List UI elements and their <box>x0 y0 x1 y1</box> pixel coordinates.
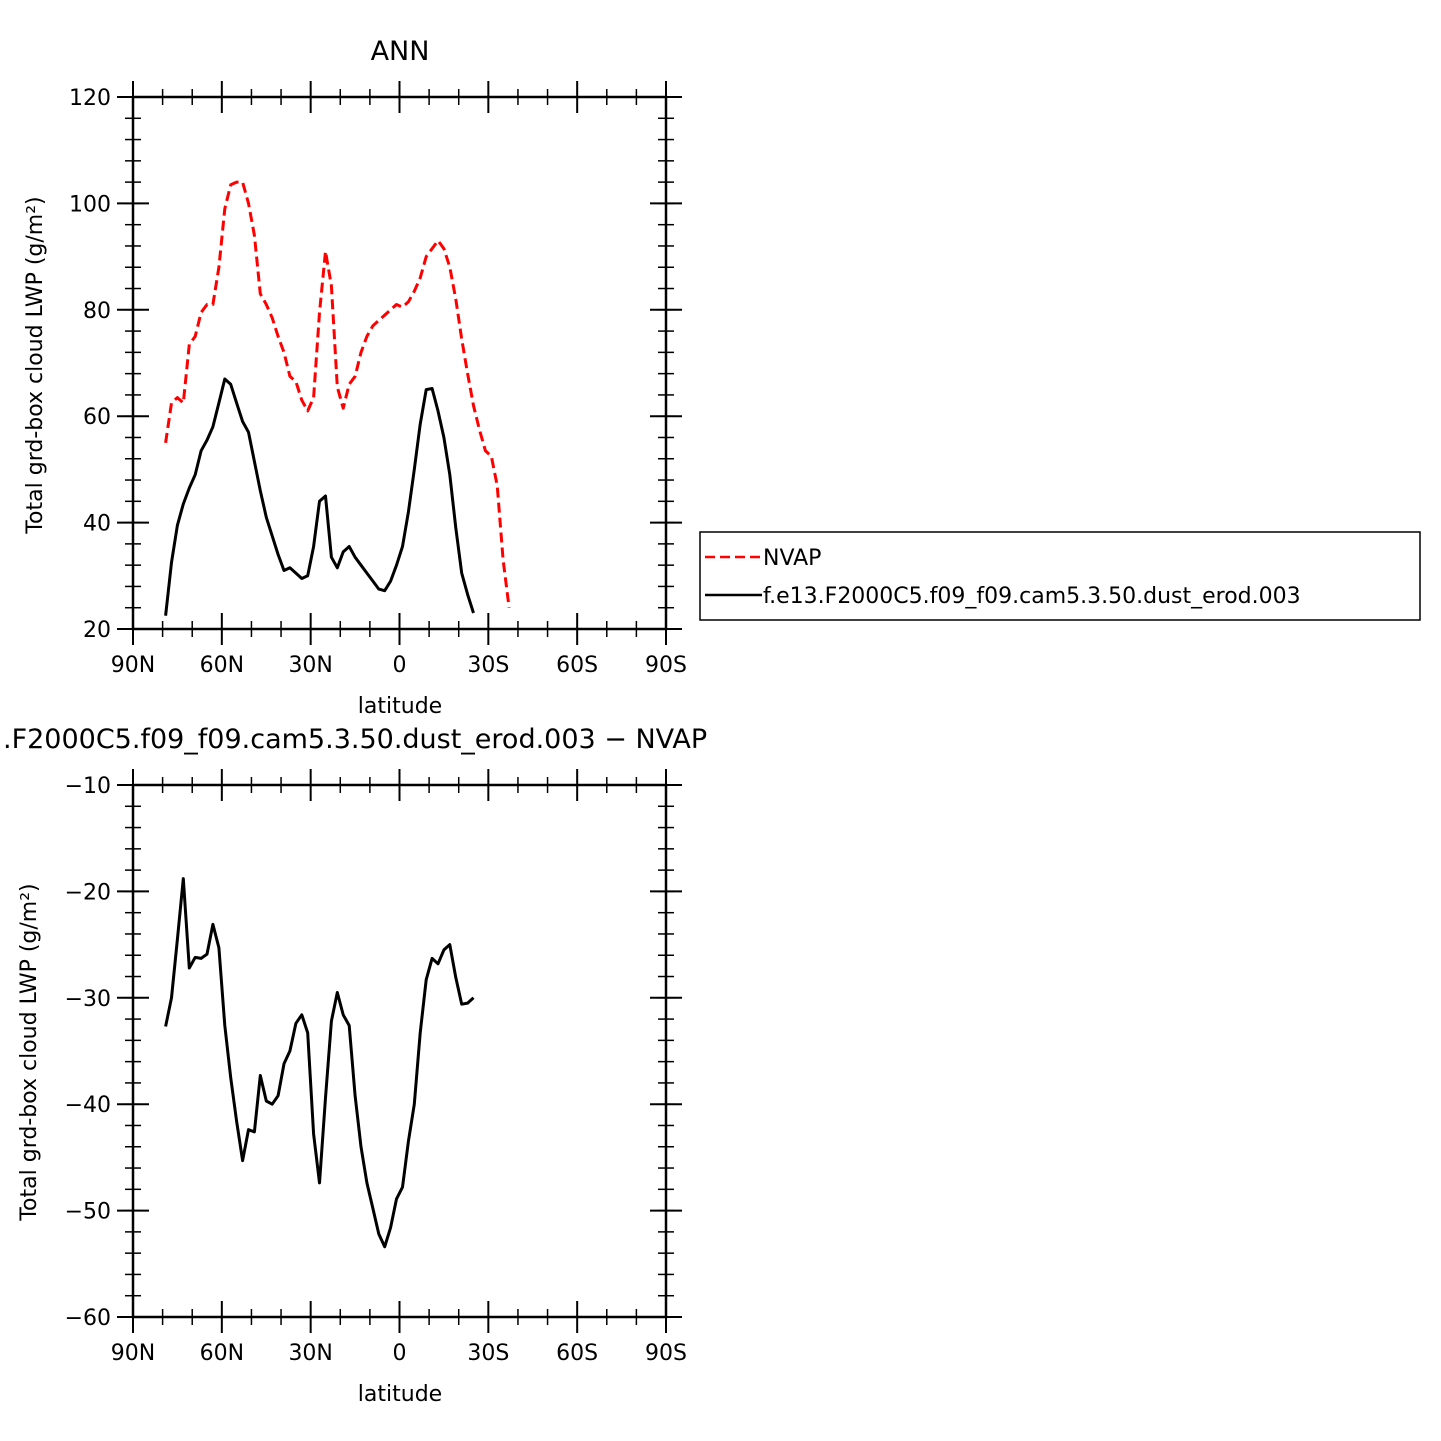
ytick-label: 40 <box>83 512 111 537</box>
ytick-label: 60 <box>83 405 111 430</box>
bottom-panel: .F2000C5.f09_f09.cam5.3.50.dust_erod.003… <box>3 724 707 1407</box>
xtick-label: 0 <box>393 653 407 678</box>
bottom-panel-title: .F2000C5.f09_f09.cam5.3.50.dust_erod.003… <box>3 724 707 755</box>
ytick-label: −50 <box>65 1200 111 1225</box>
xtick-label: 0 <box>393 1341 407 1366</box>
ytick-label: 120 <box>69 86 111 111</box>
ytick-label: −10 <box>65 774 111 799</box>
bottom-panel-frame <box>131 783 668 1319</box>
xtick-label: 90N <box>111 653 155 678</box>
bottom-panel-series <box>164 877 475 1249</box>
top-panel-frame <box>131 95 668 631</box>
bottom-panel-xlabel: latitude <box>358 1382 442 1407</box>
ytick-label: 20 <box>83 618 111 643</box>
ytick-label: −40 <box>65 1093 111 1118</box>
top-panel: ANN latitude Total grd-box cloud LWP (g/… <box>23 36 687 719</box>
top-panel-title: ANN <box>371 36 430 67</box>
top-panel-ylabel: Total grd-box cloud LWP (g/m²) <box>23 196 48 534</box>
xtick-label: 30S <box>467 1341 509 1366</box>
bottom-panel-ylabel: Total grd-box cloud LWP (g/m²) <box>17 883 42 1221</box>
top-panel-series <box>164 180 511 616</box>
xtick-label: 90S <box>645 1341 687 1366</box>
bottom-panel-ticks: −60 −50 −40 −30 −20 −10 90N 60N 30N 0 30S 60S 90S <box>65 769 687 1366</box>
xtick-label: 30N <box>288 1341 332 1366</box>
ytick-label: −60 <box>65 1306 111 1331</box>
xtick-label: 90S <box>645 653 687 678</box>
xtick-label: 60N <box>200 1341 244 1366</box>
legend-label-nvap: NVAP <box>763 546 821 571</box>
xtick-label: 90N <box>111 1341 155 1366</box>
series-line-nvap <box>164 180 511 608</box>
top-panel-xlabel: latitude <box>358 694 442 719</box>
xtick-label: 60N <box>200 653 244 678</box>
legend: NVAP f.e13.F2000C5.f09_f09.cam5.3.50.dus… <box>699 531 1421 621</box>
series-line-model <box>164 877 475 1249</box>
xtick-label: 30N <box>288 653 332 678</box>
series-line-model <box>164 377 475 616</box>
ytick-label: 100 <box>69 192 111 217</box>
xtick-label: 30S <box>467 653 509 678</box>
ytick-label: 80 <box>83 299 111 324</box>
legend-box <box>699 531 1421 621</box>
ytick-label: −30 <box>65 987 111 1012</box>
xtick-label: 60S <box>556 1341 598 1366</box>
xtick-label: 60S <box>556 653 598 678</box>
ytick-label: −20 <box>65 880 111 905</box>
legend-label-model: f.e13.F2000C5.f09_f09.cam5.3.50.dust_ero… <box>763 584 1301 609</box>
